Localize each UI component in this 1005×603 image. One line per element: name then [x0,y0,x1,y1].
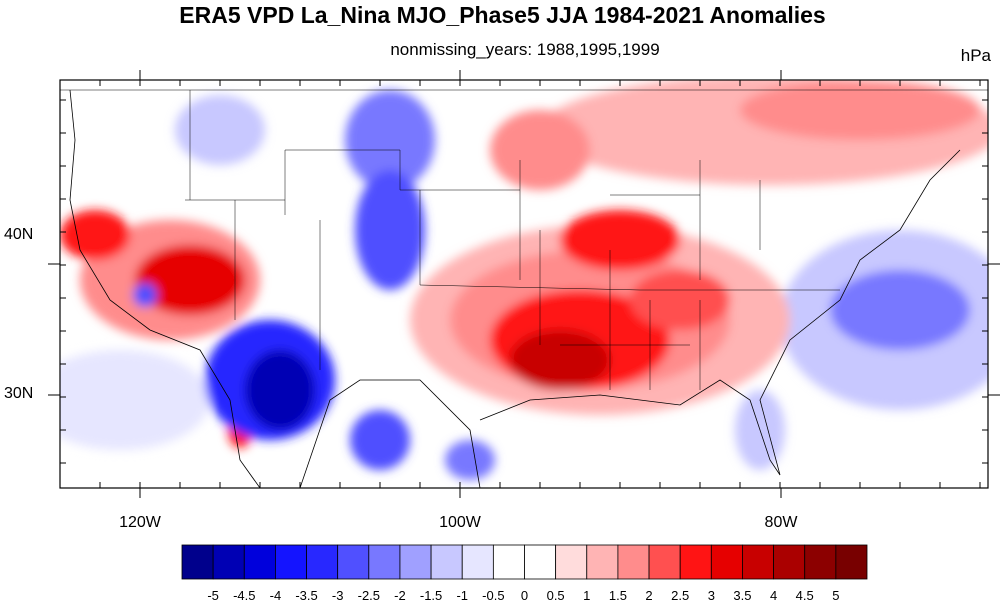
colorbar-swatch [430,544,463,580]
colorbar-label: 0.5 [546,588,565,603]
colorbar-swatch [804,544,837,580]
colorbar-label: -4.5 [233,588,256,603]
map-title: ERA5 VPD La_Nina MJO_Phase5 JJA 1984-202… [179,2,826,28]
lat-label-40n: 40N [4,226,34,243]
colorbar-label: 3.5 [733,588,752,603]
colorbar-label: -1.5 [419,588,443,603]
colorbar-label: 1.5 [608,588,627,603]
colorbar-swatch [679,544,712,580]
colorbar-label: -3 [331,588,344,603]
anomaly-field [60,80,988,488]
colorbar-swatch [181,544,214,580]
colorbar-label: 3 [707,588,715,603]
colorbar-label: 5 [832,588,840,603]
colorbar-swatch [243,544,276,580]
units-label: hPa [960,46,991,65]
colorbar-label: -1 [456,588,468,603]
colorbar-label: -4 [269,588,282,603]
colorbar-swatch [555,544,588,580]
colorbar-swatch [368,544,401,580]
colorbar-swatch [461,544,494,580]
colorbar-swatch [275,544,307,580]
colorbar-label: 4 [769,588,778,603]
lat-label-30n: 30N [4,385,34,402]
lon-label-80w: 80W [764,514,798,531]
colorbar-swatch [773,544,806,580]
colorbar-label: 2.5 [671,588,690,603]
colorbar-label: 2 [645,588,653,603]
colorbar-swatch [399,544,432,580]
colorbar-swatch [306,544,339,580]
colorbar-swatch [648,544,681,580]
colorbar-label: 4.5 [795,588,814,603]
map-subtitle: nonmissing_years: 1988,1995,1999 [390,40,660,59]
colorbar-swatch [742,544,774,580]
colorbar-label: -2 [394,588,406,603]
colorbar-swatch [617,544,650,580]
colorbar-label: -2.5 [357,588,381,603]
colorbar-label: -5 [207,588,219,603]
colorbar-label: 0 [520,588,529,603]
colorbar-swatch [337,544,370,580]
colorbar-swatch [835,544,868,580]
lon-label-120w: 120W [119,514,161,531]
colorbar-swatch [492,544,525,580]
colorbar-label: -0.5 [482,588,505,603]
colorbar-swatch [710,544,743,580]
colorbar-label: -3.5 [295,588,318,603]
colorbar-swatch [524,544,557,580]
axis-ticks [48,70,1000,498]
lon-label-100w: 100W [439,514,481,531]
colorbar-swatch [586,544,619,580]
colorbar-swatch [212,544,245,580]
colorbar-label: 1 [583,588,591,603]
map-frame [59,79,989,489]
